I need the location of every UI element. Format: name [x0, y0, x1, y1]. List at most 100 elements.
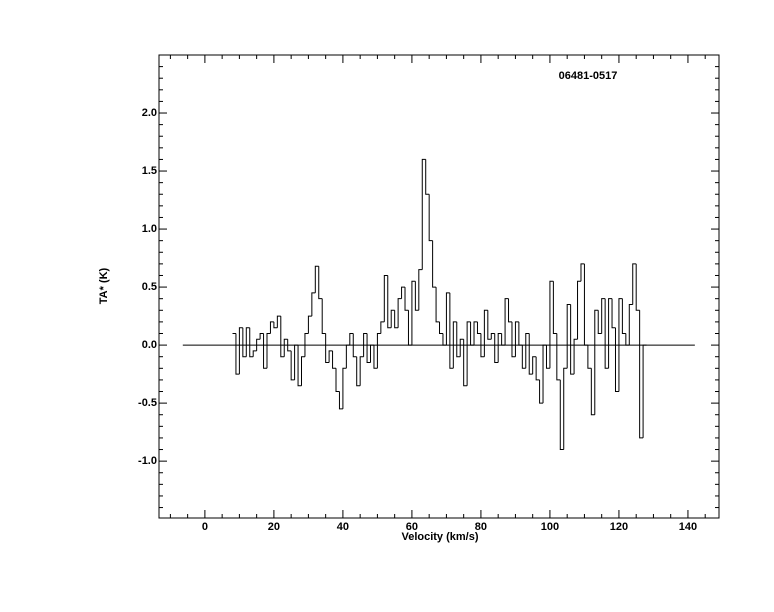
- spectrum-step: [525, 332, 530, 369]
- x-tick-label: 40: [337, 521, 349, 533]
- spectrum-step: [397, 298, 402, 328]
- spectrum-step: [573, 338, 578, 375]
- spectrum-step: [470, 321, 475, 346]
- spectrum-step: [273, 321, 278, 329]
- spectrum-step: [504, 298, 509, 346]
- spectrum-step: [639, 310, 644, 439]
- spectrum-step: [597, 310, 602, 334]
- spectrum-step: [466, 321, 471, 386]
- spectrum-step: [508, 298, 512, 323]
- spectrum-step: [608, 298, 613, 369]
- spectrum-step: [325, 333, 330, 364]
- spectrum-step: [411, 280, 416, 346]
- y-axis-label: TA* (K): [98, 267, 110, 304]
- spectrum-step: [490, 332, 495, 340]
- spectrum-step: [456, 321, 461, 358]
- spectrum-step: [276, 315, 281, 328]
- spectrum-step: [566, 303, 571, 369]
- spectrum-step: [476, 321, 481, 334]
- y-tick-label: -1.0: [138, 455, 157, 467]
- spectrum-step: [418, 269, 423, 311]
- spectrum-step: [483, 309, 488, 357]
- spectrum-step: [628, 303, 633, 346]
- spectrum-step: [635, 263, 640, 311]
- spectrum-step: [487, 310, 492, 340]
- spectrum-step: [318, 266, 323, 300]
- spectrum-step: [442, 333, 447, 346]
- spectrum-step: [625, 333, 630, 346]
- spectrum-step: [552, 281, 557, 334]
- spectrum-step: [263, 333, 267, 369]
- y-tick-label: -0.5: [138, 397, 157, 409]
- spectrum-step: [473, 321, 478, 346]
- spectrum-step: [580, 263, 585, 282]
- spectrum-step: [401, 286, 406, 299]
- spectrum-step: [307, 315, 312, 334]
- spectrum-step: [545, 345, 550, 369]
- spectrum-step: [370, 344, 374, 363]
- x-tick-label: 0: [202, 521, 208, 533]
- y-tick-label: 1.0: [142, 223, 157, 235]
- spectrum-step: [494, 333, 499, 364]
- spectrum-step: [387, 275, 392, 329]
- spectrum-step: [435, 287, 440, 323]
- spectrum-step: [376, 332, 381, 369]
- chart-title: 06481-0517: [559, 70, 618, 82]
- spectrum-step: [621, 298, 626, 334]
- spectrum-step: [542, 344, 547, 404]
- spectrum-step: [549, 280, 554, 369]
- spectrum-step: [314, 265, 319, 293]
- spectrum-step: [283, 338, 288, 357]
- spectrum-step: [404, 287, 409, 311]
- x-tick-label: 60: [406, 521, 418, 533]
- spectrum-step: [338, 391, 343, 410]
- spectrum-step: [587, 345, 592, 369]
- x-tick-label: 100: [541, 521, 559, 533]
- spectrum-step: [445, 292, 450, 346]
- spectrum-step: [528, 333, 533, 375]
- spectrum-step: [501, 333, 506, 346]
- spectrum-step: [518, 321, 523, 346]
- spectrum-step: [380, 321, 385, 334]
- spectrum-step: [335, 368, 340, 393]
- spectrum-step: [570, 304, 575, 375]
- spectrum-step: [421, 158, 426, 270]
- spectrum-step: [611, 298, 616, 329]
- spectrum-step: [480, 333, 485, 358]
- spectrum-step: [559, 379, 564, 451]
- spectrum-step: [618, 298, 623, 392]
- x-tick-label: 80: [475, 521, 487, 533]
- spectrum-step: [363, 332, 368, 357]
- spectrum-step: [235, 333, 240, 375]
- spectrum-step: [259, 332, 264, 340]
- spectrum-step: [601, 298, 606, 334]
- spectrum-step: [511, 321, 516, 358]
- spectrum-step: [287, 339, 292, 352]
- spectrum-step: [556, 333, 561, 381]
- spectrum-step: [632, 263, 637, 305]
- spectrum-step: [245, 327, 250, 357]
- spectrum-step: [328, 350, 333, 363]
- y-tick-label: 1.5: [142, 165, 157, 177]
- spectrum-step: [463, 339, 468, 387]
- spectrum-step: [563, 367, 568, 450]
- spectrum-step: [266, 332, 271, 369]
- spectrum-step: [414, 281, 419, 311]
- spectrum-step: [428, 194, 433, 242]
- spectrum-step: [373, 345, 378, 369]
- spectrum-step: [297, 345, 302, 387]
- x-tick-label: 120: [610, 521, 628, 533]
- spectrum-step: [301, 356, 305, 386]
- spectrum-step: [249, 327, 254, 358]
- spectrum-step: [390, 309, 395, 328]
- spectrum-step: [642, 344, 647, 438]
- spectrum-step: [614, 327, 619, 393]
- x-tick-label: 20: [268, 521, 280, 533]
- spectrum-step: [294, 344, 299, 380]
- spectrum-step: [366, 333, 371, 364]
- spectrum-step: [459, 338, 464, 357]
- spectrum-step: [321, 298, 326, 334]
- spectrum-step: [535, 356, 540, 381]
